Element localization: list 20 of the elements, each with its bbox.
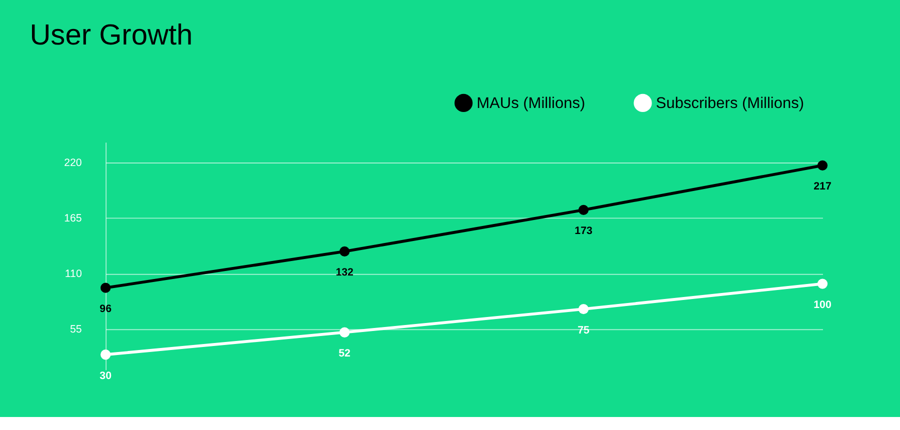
y-tick-label: 110 [64,268,82,280]
legend-label: MAUs (Millions) [476,94,586,112]
point [339,246,350,256]
point [100,282,111,293]
data-label: 217 [814,180,832,193]
y-tick-label: 165 [64,212,82,224]
data-label: 100 [814,299,832,312]
y-tick-label: 55 [70,324,82,336]
point [578,304,589,314]
data-label: 173 [574,225,592,238]
point [100,350,111,360]
data-label: 52 [338,348,351,360]
point [578,204,589,215]
legend-label: Subscribers (Millions) [656,94,804,112]
point [817,160,828,170]
point [817,278,828,289]
point [339,327,350,338]
data-label: 30 [100,370,112,382]
chart-title: User Growth [30,19,193,52]
y-tick-label: 220 [64,156,82,169]
